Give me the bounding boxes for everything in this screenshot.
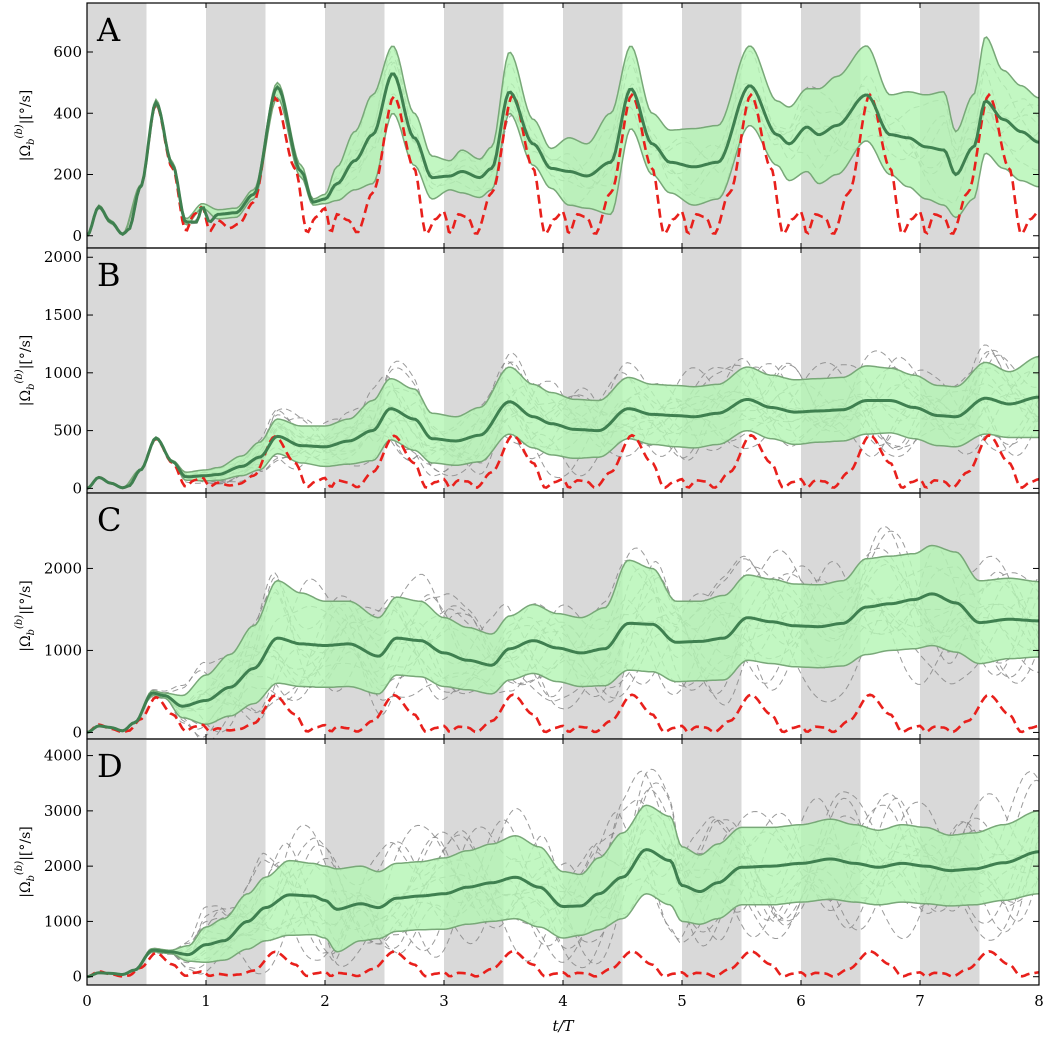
reference-line bbox=[87, 693, 1039, 734]
y-tick-label: 3000 bbox=[44, 802, 82, 820]
panels-root: 0 200 400 600 A |Ωb(b)|[°/s] 0 500 1000 1500 2000 B… bbox=[14, 2, 1040, 986]
shaded-interval bbox=[444, 493, 504, 739]
shaded-interval bbox=[87, 493, 147, 739]
y-tick-label: 2000 bbox=[44, 857, 82, 875]
x-tick-label: 5 bbox=[677, 992, 687, 1010]
y-tick-label: 1000 bbox=[44, 641, 82, 659]
y-axis-label: |Ωb(b)|[°/s] bbox=[14, 90, 37, 162]
band-lower-edge bbox=[87, 893, 1039, 978]
confidence-band bbox=[87, 37, 1039, 236]
y-axis-label: |Ωb(b)|[°/s] bbox=[14, 826, 37, 898]
band-upper-edge bbox=[87, 804, 1039, 978]
confidence-band bbox=[87, 805, 1039, 977]
y-tick-label: 1500 bbox=[44, 306, 82, 324]
mean-line bbox=[87, 72, 1039, 237]
mean-line bbox=[87, 395, 1039, 490]
band-lower-edge bbox=[87, 96, 1039, 237]
y-tick-label: 500 bbox=[53, 422, 82, 440]
y-tick-label: 0 bbox=[72, 479, 82, 497]
confidence-band bbox=[87, 545, 1039, 733]
reference-line bbox=[87, 433, 1039, 490]
panel-D: 0 1000 2000 3000 4000 D |Ωb(b)|[°/s] bbox=[14, 738, 1040, 986]
x-tick-label: 6 bbox=[796, 992, 806, 1010]
y-tick-label: 1000 bbox=[44, 364, 82, 382]
band-upper-edge bbox=[87, 36, 1039, 237]
y-tick-label: 1000 bbox=[44, 912, 82, 930]
mean-line bbox=[87, 848, 1039, 979]
mean-line bbox=[87, 592, 1039, 734]
y-tick-label: 400 bbox=[53, 104, 82, 122]
y-tick-label: 4000 bbox=[44, 747, 82, 765]
y-tick-label: 600 bbox=[53, 43, 82, 61]
y-axis-label: |Ωb(b)|[°/s] bbox=[14, 580, 37, 652]
y-tick-label: 2000 bbox=[44, 248, 82, 266]
panel-plot-area bbox=[87, 739, 1039, 985]
shaded-interval bbox=[920, 248, 980, 493]
y-tick-label: 0 bbox=[72, 968, 82, 986]
panel-C: 0 1000 2000 C |Ωb(b)|[°/s] bbox=[14, 492, 1040, 741]
realization-line bbox=[87, 771, 1039, 978]
shaded-interval bbox=[801, 248, 861, 493]
x-tick-label: 8 bbox=[1034, 992, 1044, 1010]
panel-letter: D bbox=[97, 747, 123, 785]
x-axis-label: t/T bbox=[552, 1017, 574, 1035]
shaded-interval bbox=[87, 248, 147, 493]
panel-letter: B bbox=[97, 256, 121, 294]
panel-plot-area bbox=[87, 3, 1039, 248]
shaded-interval bbox=[87, 739, 147, 985]
panel-letter: C bbox=[97, 501, 121, 539]
reference-line bbox=[87, 92, 1039, 237]
shaded-interval bbox=[206, 3, 266, 248]
y-tick-label: 0 bbox=[72, 723, 82, 741]
x-tick-label: 7 bbox=[915, 992, 925, 1010]
y-tick-label: 0 bbox=[72, 227, 82, 245]
x-axis: 0 1 2 3 4 5 6 7 8 bbox=[82, 992, 1044, 1010]
band-upper-edge bbox=[87, 544, 1039, 734]
band-upper-edge bbox=[87, 355, 1039, 490]
realization-line bbox=[87, 364, 1039, 489]
x-tick-label: 1 bbox=[201, 992, 211, 1010]
x-tick-label: 0 bbox=[82, 992, 92, 1010]
y-tick-label: 200 bbox=[53, 166, 82, 184]
band-lower-edge bbox=[87, 644, 1039, 734]
x-tick-label: 3 bbox=[439, 992, 449, 1010]
shaded-interval bbox=[444, 3, 504, 248]
reference-line bbox=[87, 949, 1039, 978]
panel-letter: A bbox=[96, 11, 121, 49]
x-tick-label: 4 bbox=[558, 992, 568, 1010]
y-tick-label: 2000 bbox=[44, 559, 82, 577]
x-tick-label: 2 bbox=[320, 992, 330, 1010]
panel-plot-area bbox=[87, 493, 1039, 739]
realization-line bbox=[87, 793, 1039, 978]
band-lower-edge bbox=[87, 429, 1039, 490]
panel-A: 0 200 400 600 A |Ωb(b)|[°/s] bbox=[14, 2, 1040, 249]
panel-plot-area bbox=[87, 248, 1039, 493]
panel-B: 0 500 1000 1500 2000 B |Ωb(b)|[°/s] bbox=[14, 247, 1040, 497]
confidence-band bbox=[87, 356, 1039, 489]
y-axis-label: |Ωb(b)|[°/s] bbox=[14, 335, 37, 407]
